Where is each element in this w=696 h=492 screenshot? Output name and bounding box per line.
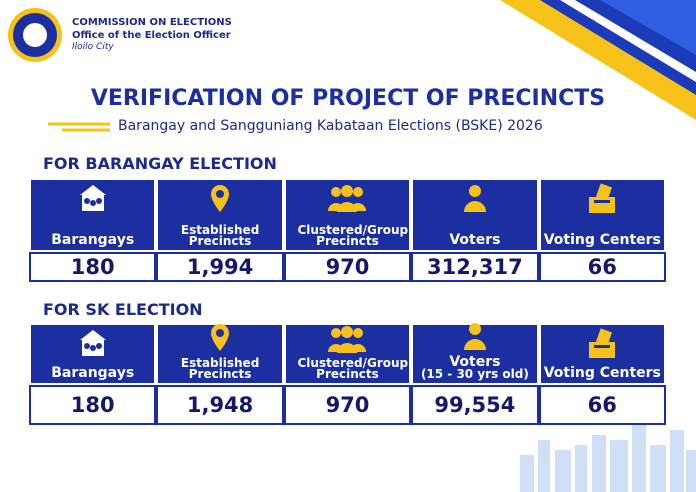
header-label: Established Precincts	[180, 356, 260, 381]
icon	[461, 183, 489, 217]
icon	[208, 183, 232, 219]
header-cell: Voters (15 - 30 yrs old)	[411, 321, 539, 385]
value-cell: 312,317	[411, 252, 539, 282]
icon	[76, 183, 110, 217]
subtitle: Barangay and Sangguniang Kabataan Electi…	[118, 118, 543, 134]
value-cell: 970	[283, 252, 412, 282]
value-cell: 99,554	[411, 385, 539, 425]
icon	[586, 328, 618, 364]
icon	[461, 321, 489, 355]
header-label: Barangays	[51, 365, 135, 381]
header-cell: Clustered/Group Precincts	[283, 178, 412, 252]
header-label: Voters	[449, 354, 501, 370]
value-cell: 180	[29, 385, 157, 425]
city: Iloilo City	[72, 42, 114, 52]
value-cell: 970	[283, 385, 412, 425]
header-label: Voting Centers	[543, 232, 661, 248]
icon	[586, 183, 618, 219]
header-label: Established Precincts	[180, 223, 260, 248]
title: VERIFICATION OF PROJECT OF PRECINCTS	[90, 86, 606, 111]
value-cell: 1,994	[156, 252, 284, 282]
header-cell: Voters	[411, 178, 539, 252]
value-cell: 66	[538, 252, 666, 282]
org: COMMISSION ON ELECTIONS	[72, 17, 232, 28]
icon	[76, 328, 110, 362]
value-cell: 180	[29, 252, 157, 282]
section-heading: FOR BARANGAY ELECTION	[43, 154, 277, 173]
header-note: (15 - 30 yrs old)	[420, 367, 529, 381]
icon	[208, 322, 232, 358]
office: Office of the Election Officer	[72, 30, 231, 41]
header-cell: Clustered/Group Precincts	[283, 323, 412, 385]
header-cell: Voting Centers	[538, 178, 666, 252]
header-label: Clustered/Group Precincts	[297, 356, 409, 381]
header-label: Voting Centers	[543, 365, 661, 381]
value-cell: 66	[538, 385, 666, 425]
value-cell: 1,948	[156, 385, 284, 425]
header-label: Barangays	[51, 232, 135, 248]
header-cell: Established Precincts	[156, 322, 284, 385]
header-cell: Established Precincts	[156, 178, 284, 252]
header-label: Clustered/Group Precincts	[297, 223, 409, 248]
header-cell: Barangays	[29, 178, 157, 252]
icon	[326, 324, 368, 358]
icon	[326, 183, 368, 217]
section-heading: FOR SK ELECTION	[43, 300, 203, 319]
header-label: Voters	[449, 232, 501, 248]
header-cell: Voting Centers	[538, 323, 666, 385]
header-cell: Barangays	[29, 323, 157, 385]
